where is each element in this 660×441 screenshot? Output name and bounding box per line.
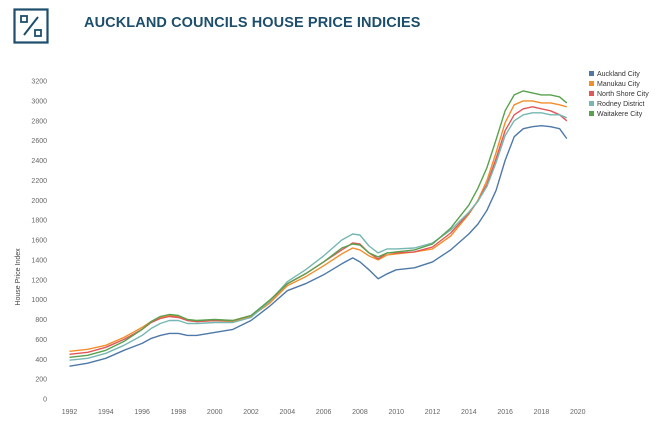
- x-tick-label: 2012: [425, 409, 441, 416]
- series-line-manukau-city: [69, 100, 567, 352]
- legend-label-waitakere-city: Waitakere City: [597, 111, 643, 118]
- y-tick-label: 800: [35, 317, 47, 324]
- legend-label-rodney-district: Rodney District: [597, 101, 645, 108]
- series-line-rodney-district: [69, 112, 568, 361]
- legend-swatch-waitakere-city: [589, 111, 594, 116]
- x-tick-label: 1996: [134, 409, 150, 416]
- x-tick-label: 2008: [352, 409, 368, 416]
- series-line-auckland-city: [69, 125, 568, 367]
- legend-label-manukau-city: Manukau City: [597, 81, 640, 88]
- x-tick-label: 2014: [461, 409, 477, 416]
- y-tick-label: 2200: [31, 178, 47, 185]
- y-axis-label: House Price Index: [15, 248, 22, 306]
- page-header: AUCKLAND COUNCILS HOUSE PRICE INDICIES: [0, 0, 660, 56]
- page-title: AUCKLAND COUNCILS HOUSE PRICE INDICIES: [84, 15, 421, 31]
- x-tick-label: 2006: [316, 409, 332, 416]
- x-tick-label: 2010: [388, 409, 404, 416]
- legend-label-north-shore-city: North Shore City: [597, 91, 649, 98]
- logo-icon: [13, 8, 49, 44]
- legend-label-auckland-city: Auckland City: [597, 71, 640, 78]
- x-tick-label: 1998: [171, 409, 187, 416]
- x-tick-label: 2002: [243, 409, 259, 416]
- legend-swatch-manukau-city: [589, 81, 594, 86]
- y-tick-label: 600: [35, 337, 47, 344]
- y-tick-label: 2000: [31, 198, 47, 205]
- y-tick-label: 2600: [31, 138, 47, 145]
- y-tick-label: 2400: [31, 158, 47, 165]
- house-price-line-chart: House Price Index 0 200 400 600 800 1000 1200 1…: [15, 71, 649, 416]
- x-tick-label: 2020: [570, 409, 586, 416]
- y-tick-label: 200: [35, 377, 47, 384]
- legend-swatch-auckland-city: [589, 71, 594, 76]
- series-line-north-shore-city: [69, 106, 568, 355]
- y-tick-label: 1800: [31, 218, 47, 225]
- y-tick-label: 400: [35, 357, 47, 364]
- y-tick-label: 0: [43, 397, 47, 404]
- x-tick-label: 1994: [98, 409, 114, 416]
- x-tick-label: 2004: [280, 409, 296, 416]
- x-tick-label: 2018: [534, 409, 550, 416]
- legend-swatch-north-shore-city: [589, 91, 594, 96]
- x-tick-label: 1992: [62, 409, 78, 416]
- y-tick-label: 3000: [31, 98, 47, 105]
- y-tick-label: 1600: [31, 238, 47, 245]
- series-line-waitakere-city: [69, 90, 568, 358]
- x-tick-label: 2000: [207, 409, 223, 416]
- y-tick-label: 1000: [31, 297, 47, 304]
- y-tick-label: 1400: [31, 257, 47, 264]
- y-tick-label: 2800: [31, 118, 47, 125]
- y-tick-label: 3200: [31, 79, 47, 86]
- x-tick-label: 2016: [497, 409, 513, 416]
- legend-swatch-rodney-district: [589, 101, 594, 106]
- y-tick-label: 1200: [31, 277, 47, 284]
